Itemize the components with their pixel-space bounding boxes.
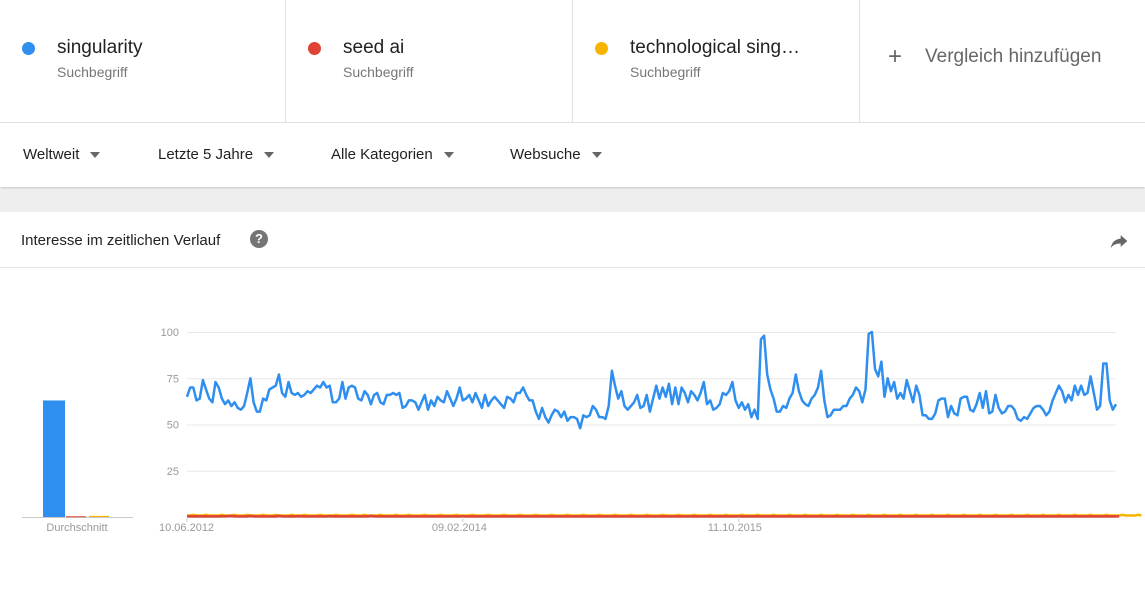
series-line-2 [186, 514, 1120, 518]
term-subtitle: Suchbegriff [57, 64, 128, 80]
add-comparison-button[interactable]: + Vergleich hinzufügen [860, 0, 1145, 123]
x-axis-ticks: 10.06.2012 09.02.2014 11.10.2015 [159, 517, 762, 534]
average-bar-3 [89, 515, 109, 517]
category-dropdown[interactable]: Alle Kategorien [331, 146, 454, 163]
term-subtitle: Suchbegriff [343, 64, 414, 80]
average-bar-1 [43, 400, 65, 517]
card-header: Interesse im zeitlichen Verlauf ? [0, 212, 1145, 268]
search-type-dropdown[interactable]: Websuche [510, 146, 602, 163]
x-tick-label: 09.02.2014 [432, 522, 487, 534]
y-tick-label-25: 25 [167, 466, 179, 478]
category-dropdown-label: Alle Kategorien [331, 146, 433, 163]
filter-bar: Weltweit Letzte 5 Jahre Alle Kategorien … [0, 123, 1145, 187]
add-comparison-label: Vergleich hinzufügen [925, 46, 1102, 67]
average-bar-chart: Durchschnitt [22, 400, 133, 534]
section-divider [0, 189, 1145, 212]
average-bar-2 [66, 516, 86, 518]
series-color-dot [595, 42, 608, 55]
region-dropdown[interactable]: Weltweit [23, 146, 101, 163]
share-icon[interactable] [1109, 231, 1129, 251]
y-tick-label-75: 75 [167, 373, 179, 385]
caret-down-icon [591, 151, 602, 158]
series-color-dot [22, 42, 35, 55]
x-tick-label: 11.10.2015 [708, 522, 762, 534]
search-terms-bar: singularity Suchbegriff seed ai Suchbegr… [0, 0, 1145, 123]
term-card-3[interactable]: technological sing… Suchbegriff [573, 0, 860, 123]
term-name: singularity [57, 37, 143, 58]
y-tick-label-50: 50 [167, 420, 179, 432]
y-tick-label-100: 100 [161, 327, 179, 339]
series-color-dot [308, 42, 321, 55]
interest-chart: Durchschnitt 25 50 75 100 10.06.2012 09.02.2… [22, 327, 1142, 534]
question-icon[interactable]: ? [250, 230, 268, 248]
search-type-dropdown-label: Websuche [510, 146, 581, 163]
time-range-dropdown-label: Letzte 5 Jahre [158, 146, 254, 163]
x-tick-label: 10.06.2012 [159, 522, 214, 534]
term-card-2[interactable]: seed ai Suchbegriff [286, 0, 573, 123]
caret-down-icon [264, 151, 275, 158]
plus-icon: + [888, 43, 903, 70]
term-name: technological sing… [630, 37, 801, 58]
average-label: Durchschnitt [46, 522, 107, 534]
term-subtitle: Suchbegriff [630, 64, 701, 80]
chart-lines [185, 330, 1142, 518]
card-title: Interesse im zeitlichen Verlauf [21, 232, 221, 249]
region-dropdown-label: Weltweit [23, 146, 80, 163]
time-range-dropdown[interactable]: Letzte 5 Jahre [158, 146, 275, 163]
series-line-1 [185, 330, 1118, 430]
term-name: seed ai [343, 37, 405, 58]
caret-down-icon [90, 151, 101, 158]
caret-down-icon [443, 151, 454, 158]
term-card-1[interactable]: singularity Suchbegriff [0, 0, 286, 123]
interest-over-time-card: Interesse im zeitlichen Verlauf ? Durchs… [0, 212, 1145, 604]
chart-grid: 25 50 75 100 [161, 327, 1116, 518]
